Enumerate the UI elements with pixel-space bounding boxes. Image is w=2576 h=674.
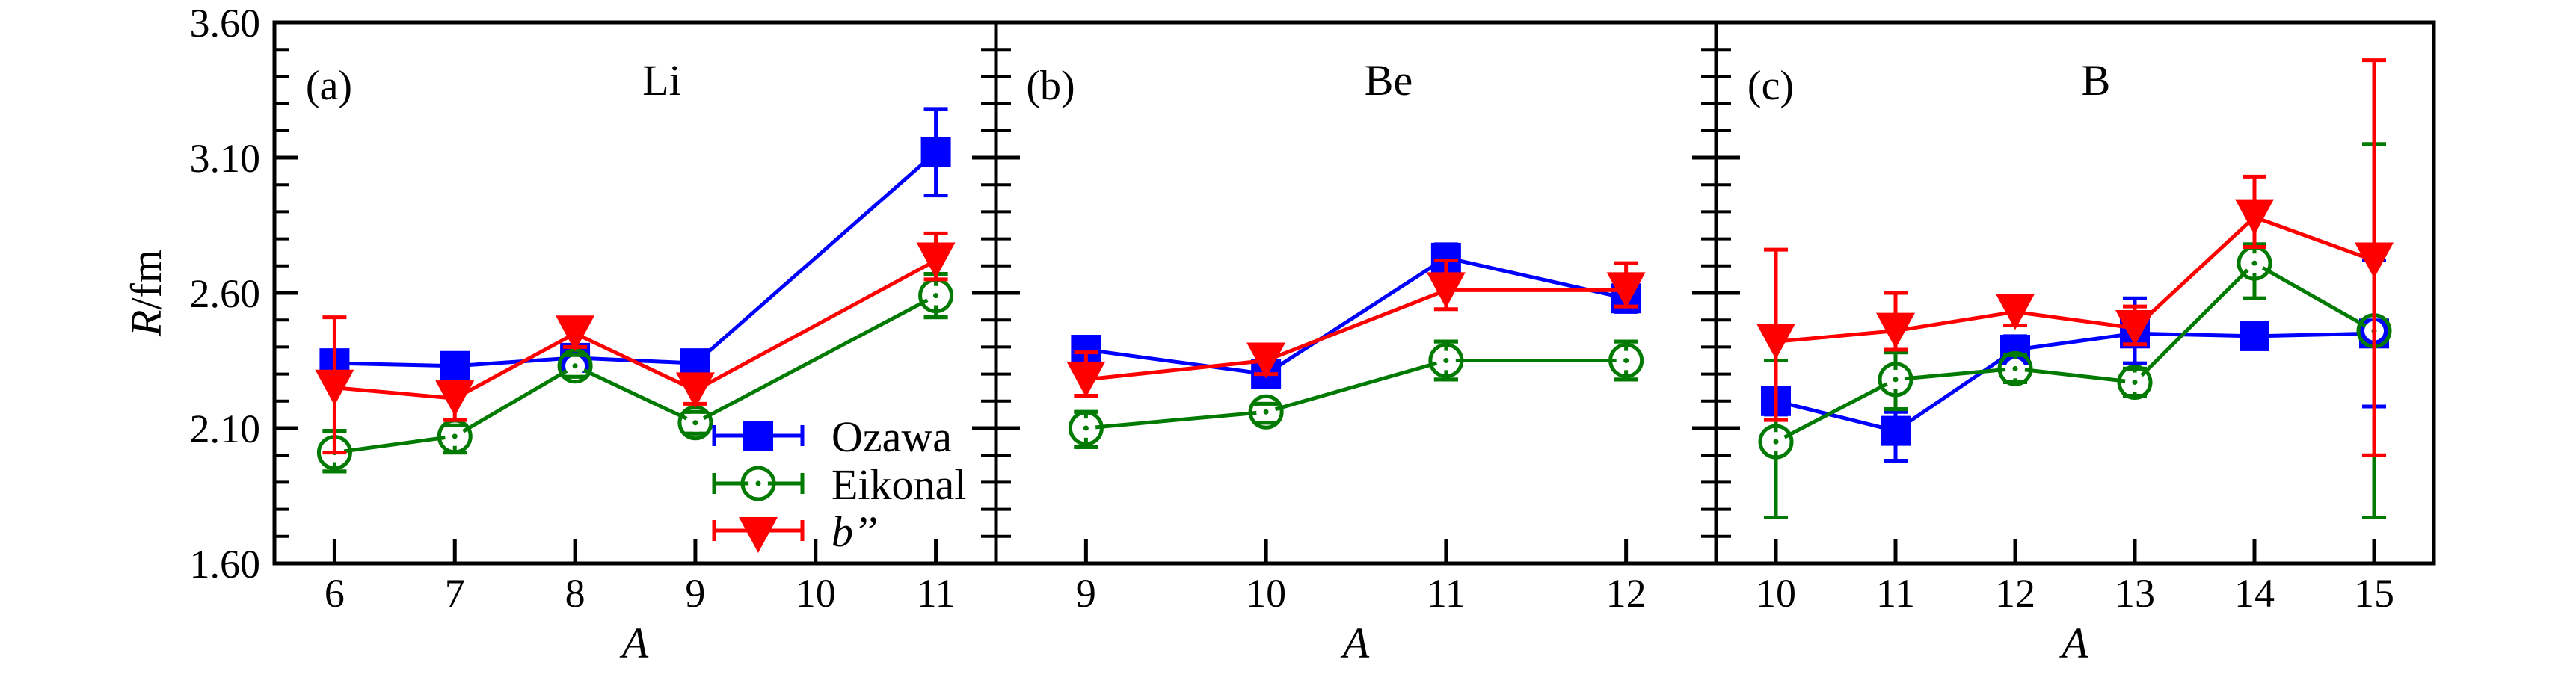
y-tick-label: 1.60: [190, 542, 261, 587]
element-label: Be: [1365, 56, 1413, 105]
legend-item-triangle: b’’: [712, 507, 877, 556]
b-triangle-marker: [2235, 199, 2274, 235]
eikonal-circle-dot: [1443, 358, 1449, 363]
series-line: [1774, 261, 2376, 444]
y-axis-label: R/fm: [122, 250, 170, 337]
eikonal-circle-dot: [1623, 358, 1629, 363]
series-line: [1086, 256, 1627, 377]
x-tick-label: 12: [1995, 571, 2035, 616]
eikonal-circle-dot: [1893, 377, 1899, 383]
eikonal-circle-marker: [740, 466, 776, 501]
panel-b-data: [1066, 242, 1646, 449]
b-triangle-marker: [1066, 361, 1106, 398]
series-b-panel-c: [1756, 58, 2394, 457]
ozawa-square-marker: [440, 350, 470, 381]
x-tick-label: 14: [2234, 571, 2275, 616]
x-tick-label: 9: [1076, 571, 1096, 616]
b-triangle-marker: [916, 242, 956, 279]
legend-item-square: Ozawa: [712, 412, 952, 461]
series-line: [1086, 288, 1626, 382]
x-tick-label: 11: [1427, 571, 1466, 616]
ozawa-square-marker: [920, 137, 951, 167]
element-label: B: [2082, 56, 2111, 105]
x-tick-label: 9: [685, 571, 705, 616]
eikonal-circle-dot: [2132, 379, 2138, 385]
x-tick-label: 10: [1756, 571, 1796, 616]
series-line: [1775, 214, 2375, 344]
eikonal-circle-marker: [1428, 343, 1464, 378]
x-tick-label: 7: [445, 571, 465, 616]
panel-letter: (a): [306, 63, 352, 109]
x-tick-label: 13: [2115, 571, 2155, 616]
series-eikonal-panel-b: [1068, 339, 1644, 449]
eikonal-circle-marker: [1248, 394, 1284, 430]
b-triangle-marker: [739, 517, 778, 553]
eikonal-circle-dot: [1773, 439, 1779, 445]
y-tick-label: 3.10: [190, 136, 261, 181]
y-tick-label: 2.60: [190, 271, 261, 316]
eikonal-circle-dot: [2251, 260, 2257, 266]
b-triangle-marker: [315, 369, 354, 406]
legend-item-circle: Eikonal: [712, 460, 966, 509]
y-tick-label: 2.10: [190, 406, 261, 451]
panel-letter: (b): [1026, 63, 1075, 109]
ozawa-square-marker: [743, 421, 773, 451]
b-triangle-marker: [1756, 324, 1795, 360]
eikonal-circle-marker: [2117, 364, 2153, 400]
eikonal-circle-marker: [1608, 343, 1644, 378]
eikonal-circle-dot: [572, 363, 578, 369]
ozawa-square-marker: [1881, 415, 1911, 446]
series-eikonal-panel-c: [1758, 142, 2392, 519]
x-axis-label: A: [619, 619, 649, 667]
x-axis-label: A: [2059, 619, 2088, 667]
b-triangle-marker: [435, 380, 475, 417]
legend-label: b’’: [831, 507, 877, 556]
series-line: [1086, 359, 1626, 430]
eikonal-circle-marker: [1997, 350, 2033, 386]
element-label: Li: [642, 56, 681, 105]
b-triangle-marker: [1426, 272, 1466, 309]
x-tick-label: 10: [796, 571, 836, 616]
b-triangle-marker: [556, 315, 595, 352]
series-b-panel-a: [315, 231, 956, 455]
y-tick-label: 3.60: [190, 1, 261, 46]
b-triangle-marker: [2355, 242, 2394, 279]
legend-label: Eikonal: [831, 460, 966, 509]
b-triangle-marker: [1996, 294, 2035, 330]
eikonal-circle-dot: [1263, 409, 1269, 415]
b-triangle-marker: [1606, 272, 1646, 309]
series-b-panel-b: [1066, 259, 1646, 398]
eikonal-circle-dot: [755, 480, 761, 486]
panel-c-data: [1756, 58, 2394, 519]
panel-letter: (c): [1747, 63, 1794, 109]
panel-a-data: [315, 107, 956, 474]
x-tick-label: 12: [1606, 571, 1647, 616]
eikonal-circle-dot: [452, 433, 458, 439]
series-line: [1775, 331, 2375, 433]
b-triangle-marker: [2115, 310, 2154, 347]
x-tick-label: 10: [1246, 571, 1286, 616]
eikonal-circle-dot: [933, 293, 939, 299]
eikonal-circle-dot: [692, 420, 698, 426]
eikonal-circle-marker: [1758, 424, 1794, 460]
x-axis-label: A: [1340, 619, 1370, 667]
b-triangle-marker: [1876, 312, 1915, 349]
b-triangle-marker: [675, 372, 715, 409]
eikonal-circle-dot: [2012, 365, 2018, 371]
b-triangle-marker: [1246, 342, 1286, 379]
axis-ticks: [274, 20, 2376, 566]
x-tick-label: 6: [325, 571, 345, 616]
x-tick-label: 8: [565, 571, 585, 616]
legend-label: Ozawa: [831, 412, 952, 461]
x-tick-label: 11: [917, 571, 956, 616]
x-tick-label: 11: [1876, 571, 1915, 616]
x-tick-label: 15: [2354, 571, 2394, 616]
eikonal-circle-dot: [1083, 425, 1089, 431]
eikonal-circle-marker: [1878, 362, 1913, 398]
ozawa-square-marker: [2240, 321, 2269, 351]
